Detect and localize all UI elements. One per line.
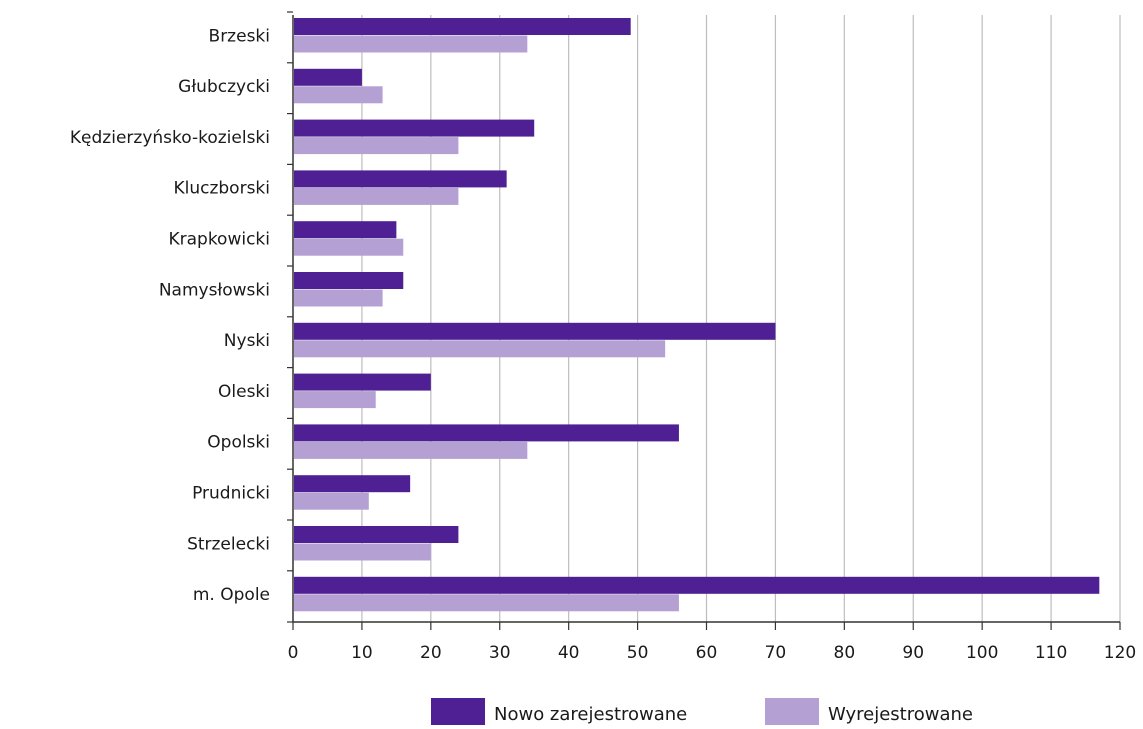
legend: Nowo zarejestrowane Wyrejestrowane (431, 698, 973, 725)
x-tick-label: 110 (1035, 643, 1067, 663)
bar-nowo-zarejestrowane (294, 576, 1100, 594)
category-label: m. Opole (193, 585, 270, 605)
gridlines (361, 15, 1121, 622)
category-label: Kędzierzyńsko-kozielski (70, 128, 270, 148)
bar-nowo-zarejestrowane (294, 221, 397, 239)
x-tick-label: 90 (902, 643, 924, 663)
category-labels: Brzeski Głubczycki Kędzierzyńsko-kozielski… (70, 26, 270, 605)
bar-nowo-zarejestrowane (294, 526, 459, 543)
bar-nowo-zarejestrowane (294, 119, 535, 137)
bar-nowo-zarejestrowane (294, 68, 362, 86)
bars (294, 18, 1100, 612)
category-label: Strzelecki (187, 534, 270, 554)
legend-label: Nowo zarejestrowane (494, 704, 687, 725)
category-label: Brzeski (209, 26, 270, 46)
bar-wyrejestrowane (294, 187, 459, 205)
x-tick-label: 120 (1104, 643, 1136, 663)
x-tick-label: 80 (834, 643, 856, 663)
bar-nowo-zarejestrowane (294, 475, 411, 493)
legend-label: Wyrejestrowane (828, 704, 973, 725)
x-tick-label: 20 (420, 643, 442, 663)
x-tick-label: 0 (288, 643, 299, 663)
bar-wyrejestrowane (294, 441, 528, 459)
bar-nowo-zarejestrowane (294, 170, 507, 188)
bar-wyrejestrowane (294, 391, 376, 409)
x-tick-labels: 0 10 20 30 40 50 60 70 80 90 100 110 120 (288, 643, 1137, 663)
category-label: Kluczborski (173, 179, 270, 199)
bar-nowo-zarejestrowane (294, 322, 776, 340)
bar-wyrejestrowane (294, 86, 383, 104)
bar-wyrejestrowane (294, 340, 666, 358)
x-tick-label: 70 (765, 643, 787, 663)
axes (287, 11, 1121, 630)
category-label: Opolski (207, 433, 270, 453)
bar-nowo-zarejestrowane (294, 18, 631, 35)
category-label: Nyski (224, 331, 270, 351)
legend-swatch (765, 698, 819, 725)
bar-wyrejestrowane (294, 289, 383, 307)
bar-wyrejestrowane (294, 492, 369, 510)
category-label: Oleski (218, 382, 270, 402)
bar-wyrejestrowane (294, 238, 404, 256)
category-label: Głubczycki (178, 77, 270, 97)
x-tick-label: 30 (489, 643, 511, 663)
bar-wyrejestrowane (294, 543, 431, 561)
x-tick-label: 50 (627, 643, 649, 663)
category-label: Namysłowski (159, 280, 270, 300)
legend-swatch (431, 698, 485, 725)
bar-nowo-zarejestrowane (294, 424, 679, 442)
bar-wyrejestrowane (294, 594, 679, 612)
category-label: Prudnicki (192, 483, 270, 503)
x-tick-label: 40 (558, 643, 580, 663)
bar-nowo-zarejestrowane (294, 373, 431, 391)
bar-nowo-zarejestrowane (294, 272, 404, 289)
category-label: Krapkowicki (168, 229, 270, 249)
bar-wyrejestrowane (294, 35, 528, 53)
x-tick-label: 60 (696, 643, 718, 663)
bar-wyrejestrowane (294, 137, 459, 155)
x-tick-label: 10 (351, 643, 373, 663)
x-tick-label: 100 (966, 643, 998, 663)
